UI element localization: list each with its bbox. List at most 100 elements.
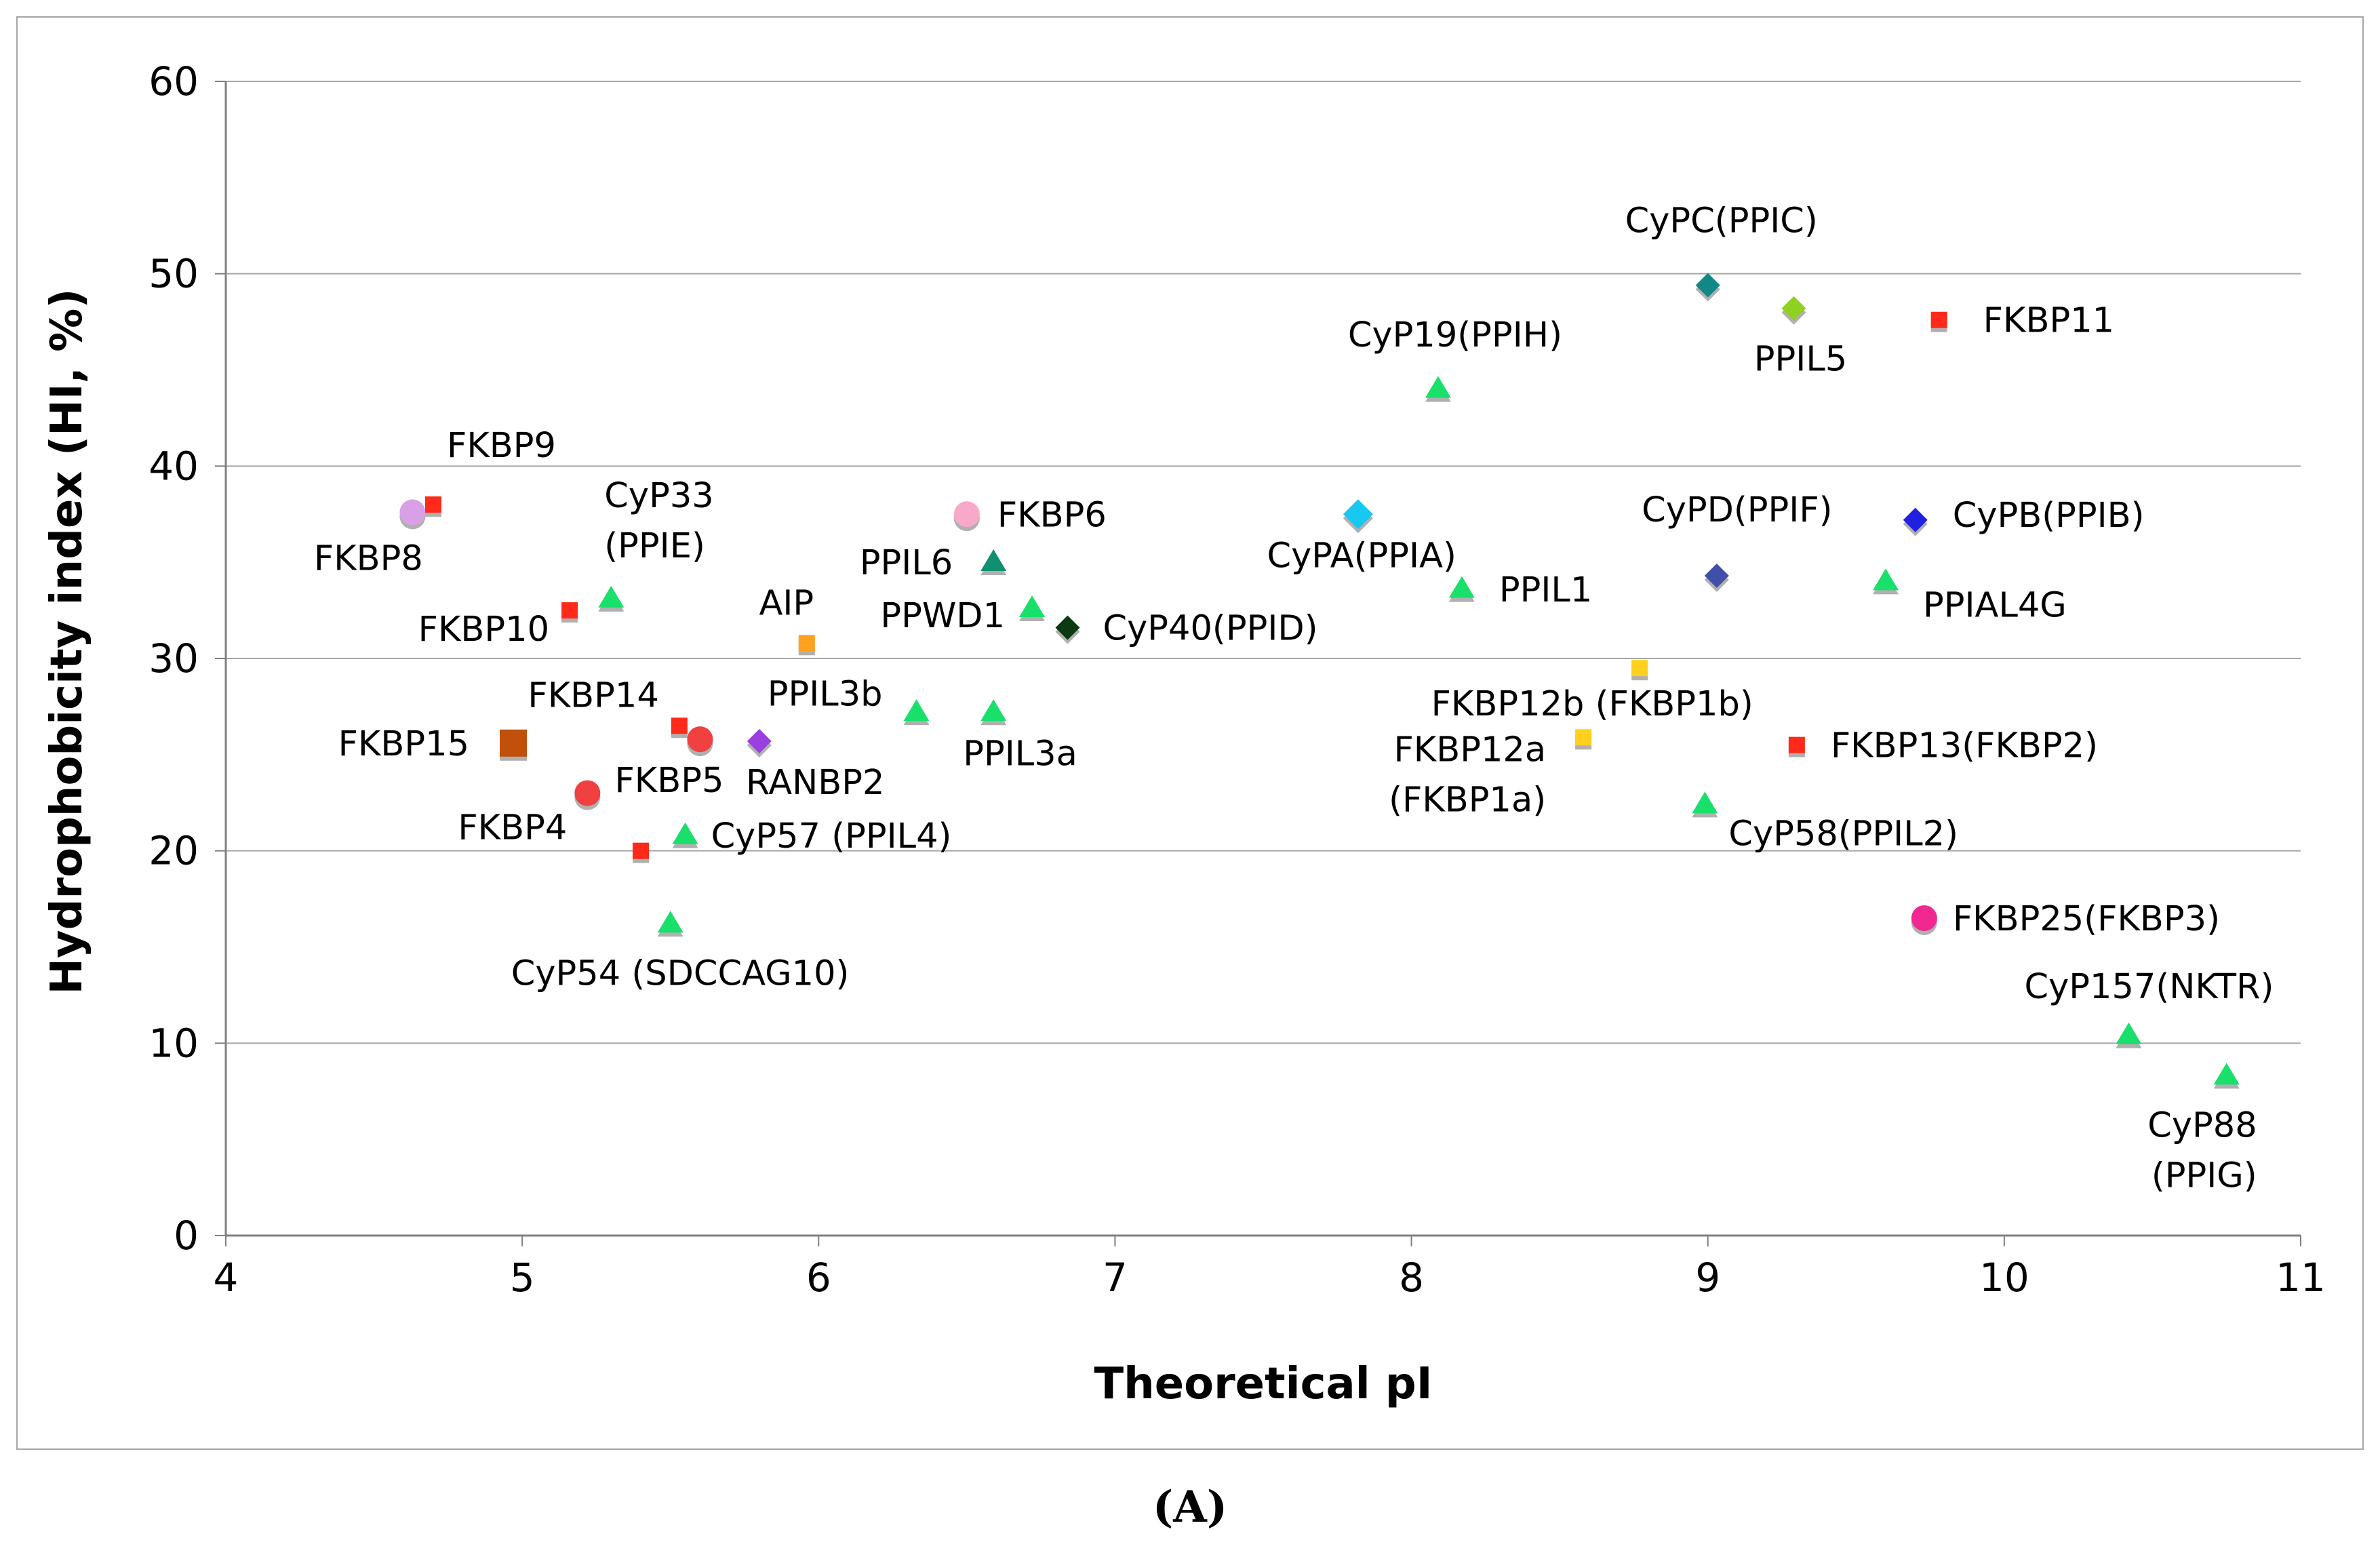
data-point: [1930, 311, 1947, 332]
point-label: CyP157(NKTR): [2024, 967, 2274, 1007]
data-point-marker: [598, 585, 624, 608]
point-label: CyP88: [2147, 1106, 2257, 1146]
gridlines: [215, 81, 2301, 1236]
data-point: [747, 728, 772, 757]
data-point: [903, 699, 930, 726]
data-point-marker: [980, 699, 1007, 722]
point-label: AIP: [759, 583, 814, 623]
point-label: CyP19(PPIH): [1348, 315, 1562, 355]
data-point: [687, 726, 713, 757]
data-point-marker: [1575, 729, 1592, 746]
data-point: [1343, 499, 1373, 534]
y-tick-label: 60: [148, 58, 199, 104]
data-point-marker: [1873, 568, 1899, 591]
y-tick-labels: 0 10 20 30 40 50 60: [148, 58, 199, 1259]
point-label: FKBP25(FKBP3): [1953, 899, 2220, 939]
data-point: [1631, 660, 1648, 681]
data-point-marker: [1343, 499, 1373, 530]
data-point: [1781, 296, 1806, 325]
x-tick-label: 8: [1399, 1255, 1424, 1301]
point-labels: FKBP8 FKBP9 FKBP15 FKBP10 FKBP4 CyP33 (PPIE) Cy…: [314, 201, 2274, 1196]
data-point: [2116, 1022, 2142, 1048]
data-point-marker: [953, 501, 980, 528]
chart-frame: [16, 16, 2364, 1450]
point-label: FKBP10: [418, 610, 549, 650]
point-label: FKBP8: [314, 538, 423, 578]
data-point: [798, 635, 815, 656]
data-point-marker: [1448, 576, 1475, 598]
point-label: CyPB(PPIB): [1953, 496, 2145, 536]
data-point: [425, 496, 441, 517]
point-label: FKBP13(FKBP2): [1831, 726, 2098, 766]
x-axis-title: Theoretical pI: [1094, 1359, 1432, 1409]
point-label: FKBP12a: [1393, 730, 1546, 770]
data-point-marker: [1425, 376, 1451, 398]
data-point-marker: [561, 602, 578, 619]
y-tick-label: 30: [148, 635, 199, 682]
figure-caption: (A): [1152, 1482, 1228, 1533]
x-tick-label: 6: [806, 1255, 831, 1301]
point-label: PPIL3a: [963, 734, 1077, 774]
x-tick-labels: 4 5 6 7 8 9 10 11: [214, 1255, 2326, 1301]
data-point-marker: [980, 549, 1007, 571]
point-label: FKBP4: [458, 808, 567, 848]
data-point: [574, 780, 601, 810]
x-tick-label: 5: [510, 1255, 535, 1301]
point-label: CyP33: [604, 476, 713, 516]
data-point: [500, 729, 528, 761]
data-points: [399, 273, 2240, 1089]
data-point-marker: [657, 911, 683, 933]
data-point: [633, 842, 649, 863]
axes: [224, 81, 2301, 1246]
data-point: [980, 699, 1007, 726]
y-tick-label: 40: [148, 443, 199, 489]
data-point-marker: [672, 822, 698, 844]
point-label: PPIAL4G: [1923, 586, 2067, 626]
data-point: [561, 602, 578, 623]
point-label: FKBP5: [614, 761, 723, 801]
point-label: CyP58(PPIL2): [1728, 814, 1958, 854]
data-point-marker: [1903, 507, 1928, 532]
data-point: [1575, 729, 1592, 750]
point-label: FKBP12b (FKBP1b): [1431, 684, 1753, 724]
point-label: FKBP15: [338, 724, 469, 764]
x-tick-label: 10: [1979, 1255, 2029, 1301]
data-point: [1448, 576, 1475, 602]
x-tick-label: 7: [1103, 1255, 1128, 1301]
x-tick-label: 4: [214, 1255, 239, 1301]
x-tick-label: 11: [2276, 1255, 2326, 1301]
point-label: PPIL3b: [768, 674, 883, 714]
data-point: [1055, 615, 1080, 644]
data-point-marker: [747, 728, 772, 753]
data-point: [671, 717, 688, 738]
data-point: [1704, 564, 1729, 593]
point-label: FKBP14: [528, 675, 658, 715]
data-point-marker: [671, 717, 688, 734]
y-tick-label: 0: [174, 1212, 199, 1259]
point-label: CyPA(PPIA): [1267, 536, 1456, 576]
data-point: [1695, 273, 1720, 302]
point-label: PPIL5: [1754, 340, 1847, 380]
data-point-marker: [1695, 273, 1720, 298]
data-point: [672, 822, 698, 848]
data-point-marker: [798, 635, 815, 652]
x-tick-label: 9: [1695, 1255, 1720, 1301]
data-point: [980, 549, 1007, 575]
data-point-marker: [399, 499, 426, 526]
data-point: [1903, 507, 1928, 536]
data-point: [1692, 791, 1718, 818]
point-label: (PPIG): [2151, 1156, 2257, 1196]
point-label: PPIL6: [860, 543, 953, 583]
data-point-marker: [1692, 791, 1718, 814]
data-point: [953, 501, 980, 532]
data-point-marker: [574, 780, 601, 806]
data-point-marker: [2213, 1063, 2240, 1085]
point-label: PPWD1: [880, 596, 1005, 636]
data-point: [2213, 1063, 2240, 1089]
point-label: CyP40(PPID): [1103, 609, 1317, 649]
data-point-marker: [1930, 311, 1947, 328]
data-point-marker: [1911, 905, 1937, 931]
point-label: FKBP9: [447, 426, 556, 466]
point-label: (PPIE): [604, 526, 705, 566]
data-point-marker: [1781, 296, 1806, 321]
